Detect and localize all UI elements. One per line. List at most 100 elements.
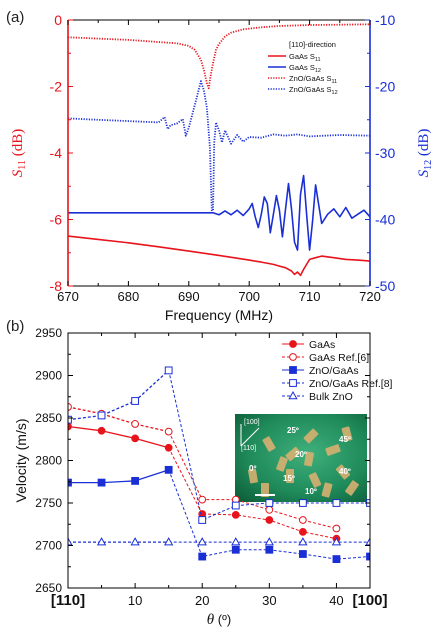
data-point xyxy=(298,550,307,558)
y-tick-label: 2900 xyxy=(35,369,62,383)
data-point xyxy=(68,422,72,431)
data-point xyxy=(366,552,370,561)
inset-label-110: [110] xyxy=(241,445,256,452)
data-point xyxy=(164,443,173,452)
legend-entry-label: GaAs S12 xyxy=(289,63,321,74)
right-y-tick-label: -10 xyxy=(375,12,395,28)
electrode-pad-7 xyxy=(325,444,341,456)
legend-entry-label: GaAs Ref.[6] xyxy=(309,352,369,364)
inset-angle-label: 15º xyxy=(283,474,295,483)
left-y-tick-label: -8 xyxy=(50,278,63,294)
inset-photo: [100] [110] 25º 20º 0º 15º 10º 45º 40º xyxy=(235,414,367,502)
electrode-pad-2 xyxy=(276,456,288,472)
left-y-tick-label: -2 xyxy=(50,79,63,95)
left-y-tick-label: -4 xyxy=(50,145,63,161)
y-tick-label: 2950 xyxy=(35,326,62,340)
inset-label-100: [100] xyxy=(244,419,260,426)
y-tick-label: 2750 xyxy=(35,496,62,510)
inset-angle-label: 40º xyxy=(339,467,351,476)
data-point xyxy=(365,537,370,546)
data-point xyxy=(298,528,307,536)
electrode-pad-9 xyxy=(321,482,333,498)
panel-a-label: (a) xyxy=(6,9,24,26)
left-y-tick-label: 0 xyxy=(54,12,62,28)
data-point xyxy=(68,415,72,424)
panel-b-label: (b) xyxy=(6,318,24,335)
data-point xyxy=(198,552,207,561)
data-point xyxy=(68,478,72,487)
panel-a-series-group xyxy=(68,23,370,277)
y-axis-label: Velocity (m/s) xyxy=(13,418,29,502)
legend-entry-label: ZnO/GaAs xyxy=(309,365,359,377)
data-point xyxy=(197,537,207,546)
data-point xyxy=(131,477,140,485)
x-tick-label: 710 xyxy=(299,289,321,304)
x-tick-label: [100] xyxy=(352,592,387,609)
data-point xyxy=(331,537,342,546)
panel-a: 670 680 690 700 710 720-8-6-4-20-50-40-30-20-… xyxy=(10,12,434,323)
legend-entry-label: GaAs S11 xyxy=(289,52,321,63)
panel-b-series-group xyxy=(68,366,370,564)
electrode-pad-4 xyxy=(286,469,294,483)
series-line-zno-gaas-ref-8- xyxy=(68,369,170,421)
series-line-gaas-ref-6- xyxy=(68,406,169,433)
x-axis-label: Frequency (MHz) xyxy=(165,307,273,323)
x-tick-label: [110] xyxy=(51,592,85,609)
data-point xyxy=(264,537,274,546)
series-line-gaas-s12-1 xyxy=(68,174,370,251)
series-dashed-line-gaas xyxy=(168,447,337,540)
electrode-pad-8 xyxy=(335,464,351,480)
electrode-pad-5 xyxy=(308,472,322,488)
electrode-pad-11 xyxy=(341,426,353,442)
x-tick-label: 690 xyxy=(178,289,200,304)
panel-b: [100] [110] 25º 20º 0º 15º 10º 45º 40º [110] 10 20 3… xyxy=(13,326,393,627)
data-point xyxy=(131,397,140,405)
data-point xyxy=(198,516,207,524)
data-point xyxy=(68,403,72,411)
data-point xyxy=(265,499,274,507)
x-tick-label: 680 xyxy=(118,289,140,304)
data-point xyxy=(97,478,106,487)
x-tick-label: 700 xyxy=(238,289,260,304)
data-point xyxy=(164,537,174,546)
x-tick-label: 30 xyxy=(262,593,276,608)
x-tick-label: 720 xyxy=(359,289,381,304)
inset-angle-label: 20º xyxy=(295,450,307,459)
series-line-zno-gaas-s12-3 xyxy=(68,80,370,212)
legend-entry-label: ZnO/GaAs Ref.[8] xyxy=(309,378,393,390)
electrode-pad-1 xyxy=(262,436,276,452)
data-point xyxy=(97,426,106,435)
data-point xyxy=(96,537,107,546)
data-point xyxy=(289,340,297,348)
data-point xyxy=(130,537,140,546)
x-tick-label: 20 xyxy=(195,593,209,608)
data-point xyxy=(231,537,241,546)
inset-angle-label: 45º xyxy=(339,435,351,444)
right-y-axis-label: S12 (dB) xyxy=(416,129,434,178)
data-point xyxy=(164,427,173,436)
data-point xyxy=(289,353,297,361)
x-axis-label: θ (º) xyxy=(207,612,231,627)
x-tick-label: 40 xyxy=(329,593,343,608)
electrode-pad-13 xyxy=(261,483,269,497)
data-point xyxy=(265,516,274,524)
data-point xyxy=(198,495,207,504)
legend-entry-label: ZnO/GaAs S11 xyxy=(289,74,337,85)
data-point xyxy=(131,434,140,443)
inset-angle-label: 25º xyxy=(287,426,299,435)
legend-entry-label: GaAs xyxy=(309,339,335,351)
data-point xyxy=(265,545,274,554)
data-point xyxy=(231,545,240,554)
legend-entry-label: ZnO/GaAs S12 xyxy=(289,85,338,96)
right-y-tick-label: -30 xyxy=(375,145,395,161)
y-tick-label: 2850 xyxy=(35,411,62,425)
left-y-axis-label: S11 (dB) xyxy=(10,129,28,177)
inset-angle-label: 0º xyxy=(249,464,256,473)
series-line-zno-gaas xyxy=(68,469,169,484)
inset-arrow-110 xyxy=(240,427,260,447)
data-point xyxy=(332,499,341,507)
data-point xyxy=(298,537,308,546)
data-point xyxy=(97,411,106,420)
data-point xyxy=(298,499,307,507)
data-point xyxy=(289,366,297,374)
